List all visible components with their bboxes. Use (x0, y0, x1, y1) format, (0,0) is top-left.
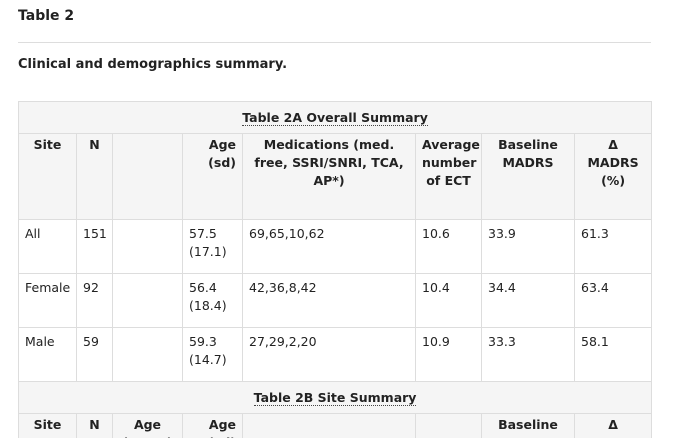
header-blank (415, 413, 482, 438)
cell-baseline: 33.9 (481, 219, 575, 274)
cell-age: 57.5 (17.1) (182, 219, 243, 274)
header-n: N (76, 133, 113, 220)
divider (18, 42, 651, 43)
table-row: All 151 57.5 (17.1) 69,65,10,62 10.6 33.… (18, 219, 653, 274)
cell-baseline: 33.3 (481, 327, 575, 382)
table-2a-header-row: Site N Age (sd) Medications (med. free, … (18, 133, 653, 220)
cell-blank (112, 327, 183, 382)
cell-delta: 58.1 (573, 327, 653, 382)
header-site: Site (18, 133, 77, 220)
cell-site: Male (18, 327, 77, 382)
cell-delta: 61.3 (573, 219, 653, 274)
table-2b-header-row: Site N Age (mean) Age (sd) Baseline MADR… (18, 413, 653, 438)
cell-ect: 10.4 (415, 273, 482, 328)
header-n: N (76, 413, 113, 438)
table-2a-title-cell: Table 2A Overall Summary (17, 101, 653, 134)
table-caption: Clinical and demographics summary. (18, 57, 288, 72)
cell-n: 92 (76, 273, 113, 328)
header-age-sd: Age (sd) (182, 413, 243, 438)
cell-site: All (18, 219, 77, 274)
header-age: Age (sd) (182, 133, 243, 220)
table-label: Table 2 (18, 8, 75, 24)
cell-n: 59 (76, 327, 113, 382)
table-2b-title-cell: Table 2B Site Summary (17, 381, 653, 414)
header-blank (112, 133, 183, 220)
cell-medications: 42,36,8,42 (242, 273, 416, 328)
header-site: Site (18, 413, 77, 438)
cell-site: Female (18, 273, 77, 328)
header-age-mean: Age (mean) (112, 413, 183, 438)
cell-n: 151 (76, 219, 113, 274)
table-row: Male 59 59.3 (14.7) 27,29,2,20 10.9 33.3… (18, 327, 653, 382)
header-baseline: Baseline MADRS (481, 413, 575, 438)
cell-medications: 27,29,2,20 (242, 327, 416, 382)
header-blank (242, 413, 416, 438)
table-2b-title-row: Table 2B Site Summary (17, 381, 653, 414)
header-delta: Δ MADRS (%) (573, 413, 653, 438)
cell-age: 56.4 (18.4) (182, 273, 243, 328)
table-row: Female 92 56.4 (18.4) 42,36,8,42 10.4 34… (18, 273, 653, 328)
cell-ect: 10.6 (415, 219, 482, 274)
cell-blank (112, 219, 183, 274)
table-2a-title-row: Table 2A Overall Summary (17, 101, 653, 134)
cell-medications: 69,65,10,62 (242, 219, 416, 274)
table-2b-title[interactable]: Table 2B Site Summary (253, 389, 417, 406)
header-delta: Δ MADRS (%) (573, 133, 653, 220)
header-baseline: Baseline MADRS (481, 133, 575, 220)
table-2a-title[interactable]: Table 2A Overall Summary (242, 109, 428, 126)
cell-age: 59.3 (14.7) (182, 327, 243, 382)
cell-ect: 10.9 (415, 327, 482, 382)
cell-delta: 63.4 (573, 273, 653, 328)
cell-baseline: 34.4 (481, 273, 575, 328)
cell-blank (112, 273, 183, 328)
header-medications: Medications (med. free, SSRI/SNRI, TCA, … (242, 133, 416, 220)
header-ect: Average number of ECT (415, 133, 482, 220)
summary-table: Table 2A Overall Summary Site N Age (sd)… (17, 101, 653, 438)
